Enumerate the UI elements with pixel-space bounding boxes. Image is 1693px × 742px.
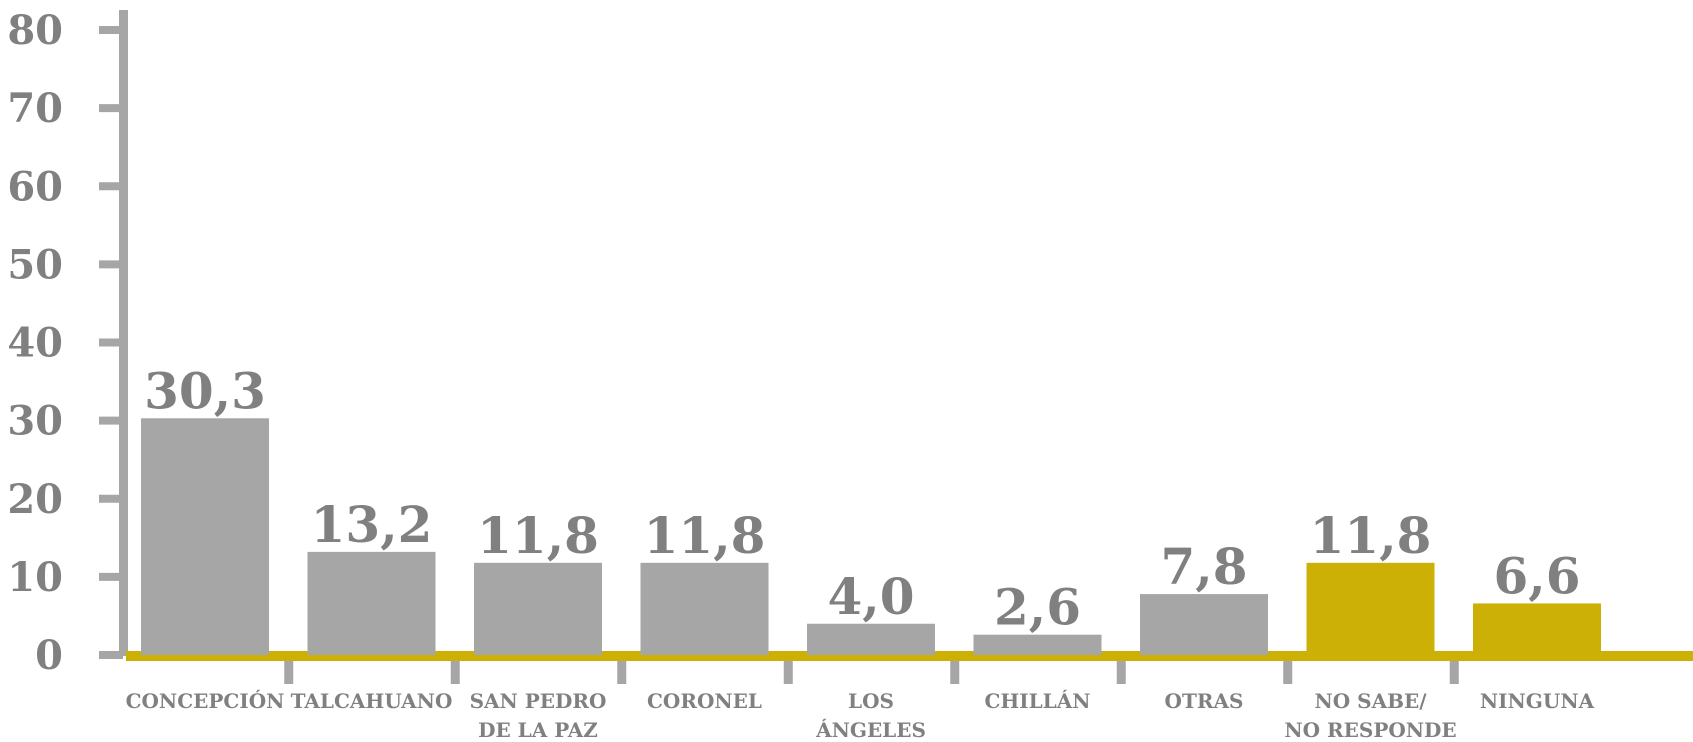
- category-label: NO SABE/: [1314, 689, 1427, 713]
- category-label: CHILLÁN: [984, 689, 1090, 713]
- bar: [640, 562, 769, 655]
- x-tick: [783, 661, 793, 684]
- y-tick-label: 40: [7, 320, 63, 367]
- y-tick: [99, 260, 123, 269]
- bar: [807, 623, 935, 655]
- value-label: 4,0: [828, 567, 915, 626]
- category-label: NINGUNA: [1480, 689, 1595, 713]
- y-tick: [99, 494, 123, 503]
- bar: [474, 562, 602, 655]
- category-label: CORONEL: [647, 689, 762, 713]
- bar: [1473, 603, 1601, 655]
- y-tick-label: 70: [7, 85, 63, 132]
- y-tick: [99, 416, 123, 425]
- x-tick: [1449, 661, 1459, 684]
- x-tick: [950, 661, 960, 684]
- x-tick: [450, 661, 460, 684]
- value-label: 6,6: [1494, 546, 1581, 605]
- x-tick: [617, 661, 627, 684]
- y-tick-label: 50: [7, 241, 63, 288]
- x-tick: [1283, 661, 1293, 684]
- category-label: CONCEPCIÓN: [126, 688, 285, 713]
- value-label: 2,6: [994, 578, 1081, 637]
- y-tick: [99, 651, 123, 659]
- category-label: DE LA PAZ: [478, 718, 598, 742]
- y-tick-label: 20: [7, 476, 63, 523]
- y-tick: [99, 182, 123, 191]
- y-tick: [99, 338, 123, 347]
- bars: [141, 418, 1601, 655]
- bar: [307, 551, 436, 655]
- y-tick-label: 0: [35, 632, 63, 679]
- value-label: 11,8: [477, 506, 599, 565]
- category-label: LOS: [848, 689, 894, 713]
- value-label: 11,8: [644, 506, 766, 565]
- bar: [141, 418, 269, 655]
- category-label: ÁNGELES: [815, 718, 926, 742]
- bar: [1140, 594, 1268, 655]
- y-tick: [99, 572, 123, 581]
- x-tick: [284, 661, 294, 684]
- axes: 0 10 20 30 40 50 60 70 80: [7, 7, 1693, 684]
- value-label: 30,3: [144, 361, 266, 420]
- x-axis-baseline: [126, 651, 1693, 661]
- y-tick: [99, 104, 123, 113]
- y-tick-label: 60: [7, 163, 63, 210]
- y-tick-label: 30: [7, 398, 63, 445]
- labels: 30,3 13,2 11,8 11,8 4,0 2,6 7,8 11,8 6,6 CONCEPCI…: [126, 361, 1595, 742]
- y-tick: [99, 26, 123, 34]
- bar: [973, 634, 1102, 655]
- x-tick: [1116, 661, 1126, 684]
- value-label: 11,8: [1310, 506, 1432, 565]
- category-label: NO RESPONDE: [1284, 718, 1456, 742]
- category-label: OTRAS: [1165, 689, 1244, 713]
- category-label: SAN PEDRO: [470, 689, 607, 713]
- y-tick-label: 10: [7, 554, 63, 601]
- value-label: 13,2: [311, 495, 433, 554]
- bar: [1306, 562, 1435, 655]
- y-axis-line: [119, 10, 128, 656]
- category-label: TALCAHUANO: [291, 689, 453, 713]
- value-label: 7,8: [1161, 537, 1248, 596]
- y-tick-label: 80: [7, 7, 63, 54]
